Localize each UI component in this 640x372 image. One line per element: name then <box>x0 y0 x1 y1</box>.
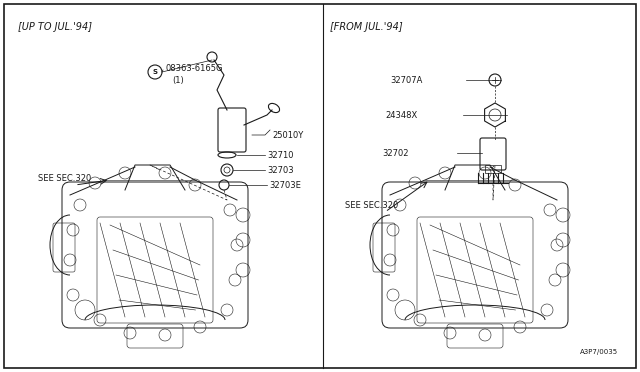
Text: 32707A: 32707A <box>390 76 422 84</box>
Text: 32702: 32702 <box>382 148 408 157</box>
Bar <box>485 165 501 173</box>
Text: (1): (1) <box>172 76 184 84</box>
Text: SEE SEC.320: SEE SEC.320 <box>38 173 92 183</box>
Text: S: S <box>152 69 157 75</box>
Text: SEE SEC.320: SEE SEC.320 <box>345 201 398 209</box>
Text: A3P7/0035: A3P7/0035 <box>580 349 618 355</box>
Text: [UP TO JUL.'94]: [UP TO JUL.'94] <box>18 22 92 32</box>
Text: 32703E: 32703E <box>269 180 301 189</box>
Text: 32703: 32703 <box>267 166 294 174</box>
Text: [FROM JUL.'94]: [FROM JUL.'94] <box>330 22 403 32</box>
Text: 24348X: 24348X <box>385 110 417 119</box>
Text: 32710: 32710 <box>267 151 294 160</box>
Text: 25010Y: 25010Y <box>272 131 303 140</box>
Text: 08363-6165G: 08363-6165G <box>165 64 223 73</box>
